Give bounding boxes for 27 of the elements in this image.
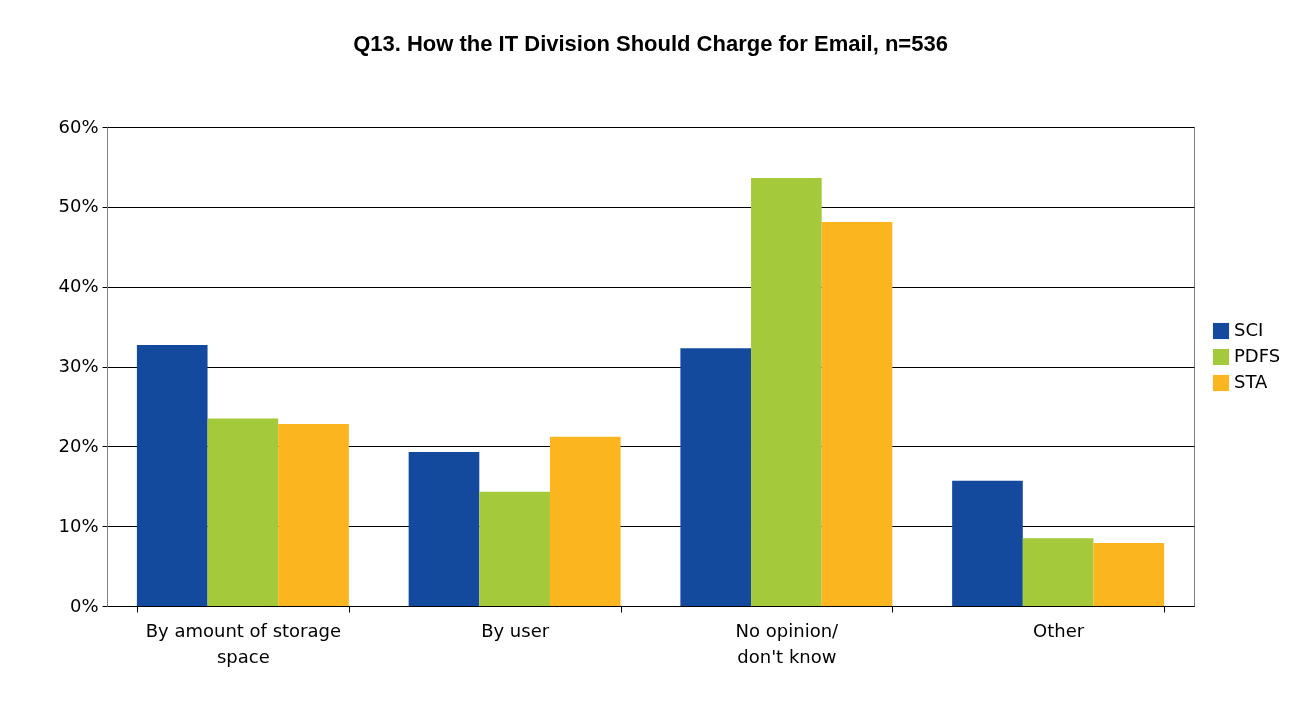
y-tick-label: 40% xyxy=(58,275,99,297)
bar xyxy=(479,491,550,606)
bar xyxy=(680,348,752,606)
bar xyxy=(207,418,279,606)
bar xyxy=(751,178,822,606)
chart-title: Q13. How the IT Division Should Charge for Email, n=536 xyxy=(353,31,948,56)
bar xyxy=(549,436,621,606)
y-tick-label: 20% xyxy=(58,434,99,456)
x-tick-label: By user xyxy=(481,619,550,641)
bar xyxy=(952,480,1023,606)
bar xyxy=(821,222,893,606)
legend-label: PDFS xyxy=(1234,345,1281,366)
legend-label: SCI xyxy=(1234,319,1264,340)
legend-label: STA xyxy=(1234,371,1269,392)
bar xyxy=(408,451,480,606)
y-tick-label: 0% xyxy=(69,594,99,616)
bar xyxy=(1022,538,1094,606)
x-tick-label: By amount of storage space xyxy=(145,619,342,667)
y-tick-label: 50% xyxy=(58,195,99,217)
y-tick-label: 30% xyxy=(58,355,99,376)
bar xyxy=(278,423,349,606)
bar xyxy=(136,344,208,606)
x-tick-label: Other xyxy=(1033,619,1085,641)
y-tick-label: 10% xyxy=(58,514,99,536)
bar xyxy=(1093,542,1165,606)
x-tick-label: No opinion/ don't know xyxy=(735,619,840,667)
y-tick-label: 60% xyxy=(58,115,99,137)
